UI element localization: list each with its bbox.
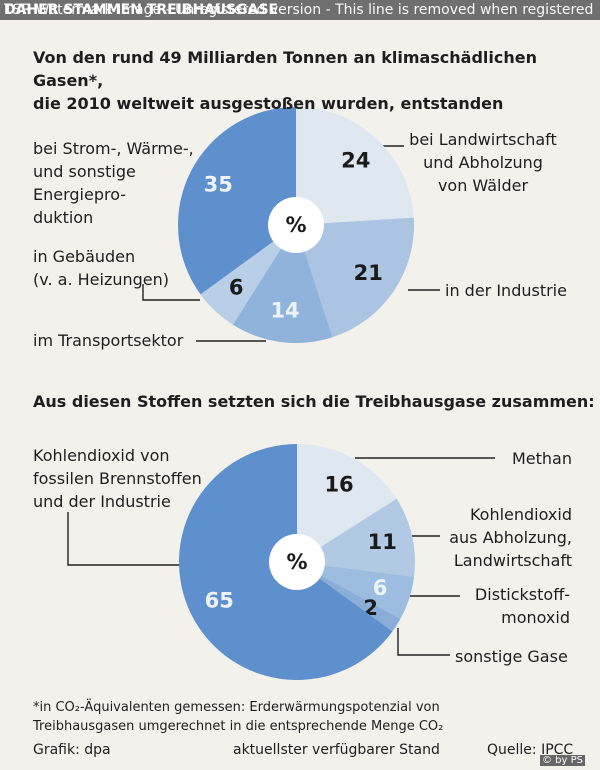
leader-lines: [67, 145, 495, 656]
pie-center: [268, 197, 324, 253]
leader-line: [142, 284, 200, 301]
value-label: 14: [270, 299, 299, 323]
center-label: %: [285, 213, 306, 237]
leader-line: [397, 628, 450, 656]
slice-label: bei Landwirtschaft und Abholzung von Wäl…: [409, 130, 557, 195]
leader-line: [67, 512, 185, 566]
value-label: 24: [341, 148, 370, 172]
value-label: 6: [229, 276, 244, 300]
pie-slice: [297, 562, 401, 632]
pie-center: [269, 534, 325, 590]
slice-label: in Gebäuden (v. a. Heizungen): [33, 247, 169, 289]
pie-slice: [296, 107, 414, 225]
copyright: © by PS: [540, 755, 586, 766]
slice-label: in der Industrie: [445, 281, 567, 300]
slice-label: Kohlendioxid aus Abholzung, Landwirtscha…: [449, 505, 572, 570]
value-label: 11: [368, 530, 397, 554]
value-label: 65: [205, 589, 234, 613]
header-bar: [0, 0, 600, 20]
header: DAHER STAMMEN TREIBHAUSGASE: [4, 2, 279, 18]
pie-slice: [297, 498, 416, 577]
slice-label: im Transportsektor: [33, 331, 184, 350]
value-label: 6: [373, 576, 388, 600]
center-label: %: [286, 550, 307, 574]
pie-slice: [232, 225, 333, 344]
pie-slice: [296, 217, 414, 338]
slice-label: sonstige Gase: [455, 647, 568, 666]
credit: Grafik: dpa: [33, 742, 111, 758]
pie-slice: [297, 562, 415, 619]
source: Quelle: IPCC: [487, 742, 574, 758]
chart-title: Von den rund 49 Milliarden Tonnen an kli…: [33, 48, 538, 113]
pie-slice: [200, 225, 296, 325]
value-label: 16: [324, 472, 353, 496]
footnote: *in CO₂-Äquivalenten gemessen: Erderwärm…: [33, 700, 444, 734]
slice-label: Kohlendioxid von fossilen Brennstoffen u…: [33, 446, 202, 511]
pie-slice: [178, 107, 296, 295]
slice-label: bei Strom-, Wärme-, und sonstige Energie…: [33, 139, 194, 227]
slice-label: Methan: [511, 449, 572, 468]
note: aktuellster verfügbarer Stand: [233, 742, 440, 758]
slice-label: Distickstoff- monoxid: [474, 585, 570, 627]
chart-title: Aus diesen Stoffen setzten sich die Trei…: [33, 392, 595, 411]
watermark: TSR Watermark Image - Unregistered versi…: [4, 2, 594, 18]
pie-slice: [297, 444, 397, 562]
value-label: 35: [204, 172, 233, 196]
value-label: 21: [354, 261, 383, 285]
